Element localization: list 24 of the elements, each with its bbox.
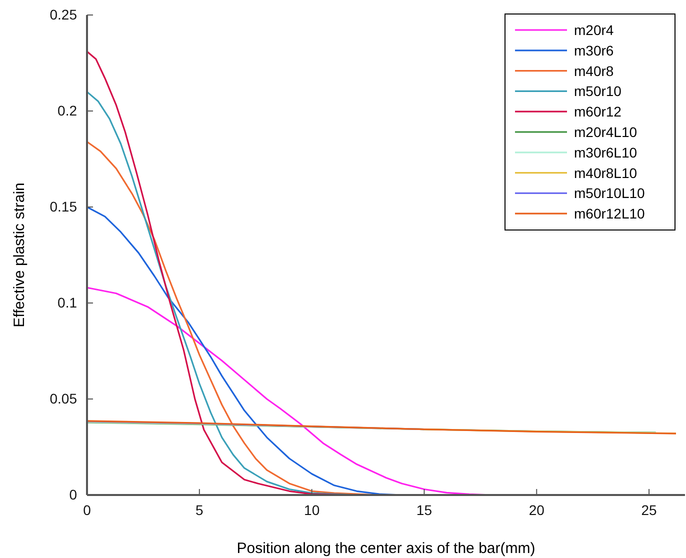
x-axis-title: Position along the center axis of the bar(mm) [236,540,536,557]
x-tick-label: 15 [416,502,432,518]
x-tick-label: 0 [83,502,92,518]
legend-label: m40r8L10 [574,164,638,181]
x-tick-label: 25 [641,502,658,518]
y-axis-title: Effective plastic strain [11,182,28,328]
x-tick-label: 5 [196,502,204,518]
y-tick-label: 0.15 [50,198,78,214]
legend-label: m40r8 [574,62,614,79]
legend-label: m60r12L10 [574,206,646,222]
x-tick-label: 20 [528,502,545,518]
legend-label: m50r10 [574,83,622,100]
legend-label: m50r10L10 [574,185,646,202]
x-tick-label: 10 [304,502,320,518]
y-tick-label: 0.2 [58,102,78,118]
y-tick-label: 0.05 [50,390,78,406]
legend-label: m20r4L10 [574,124,638,140]
y-tick-label: 0.1 [58,294,78,310]
legend-label: m30r6L10 [574,144,638,160]
y-tick-label: 0 [69,486,78,502]
legend-label: m30r6 [574,42,614,58]
legend-label: m60r12 [574,104,622,120]
legend-label: m20r4 [574,22,614,38]
y-tick-label: 0.25 [50,6,78,22]
